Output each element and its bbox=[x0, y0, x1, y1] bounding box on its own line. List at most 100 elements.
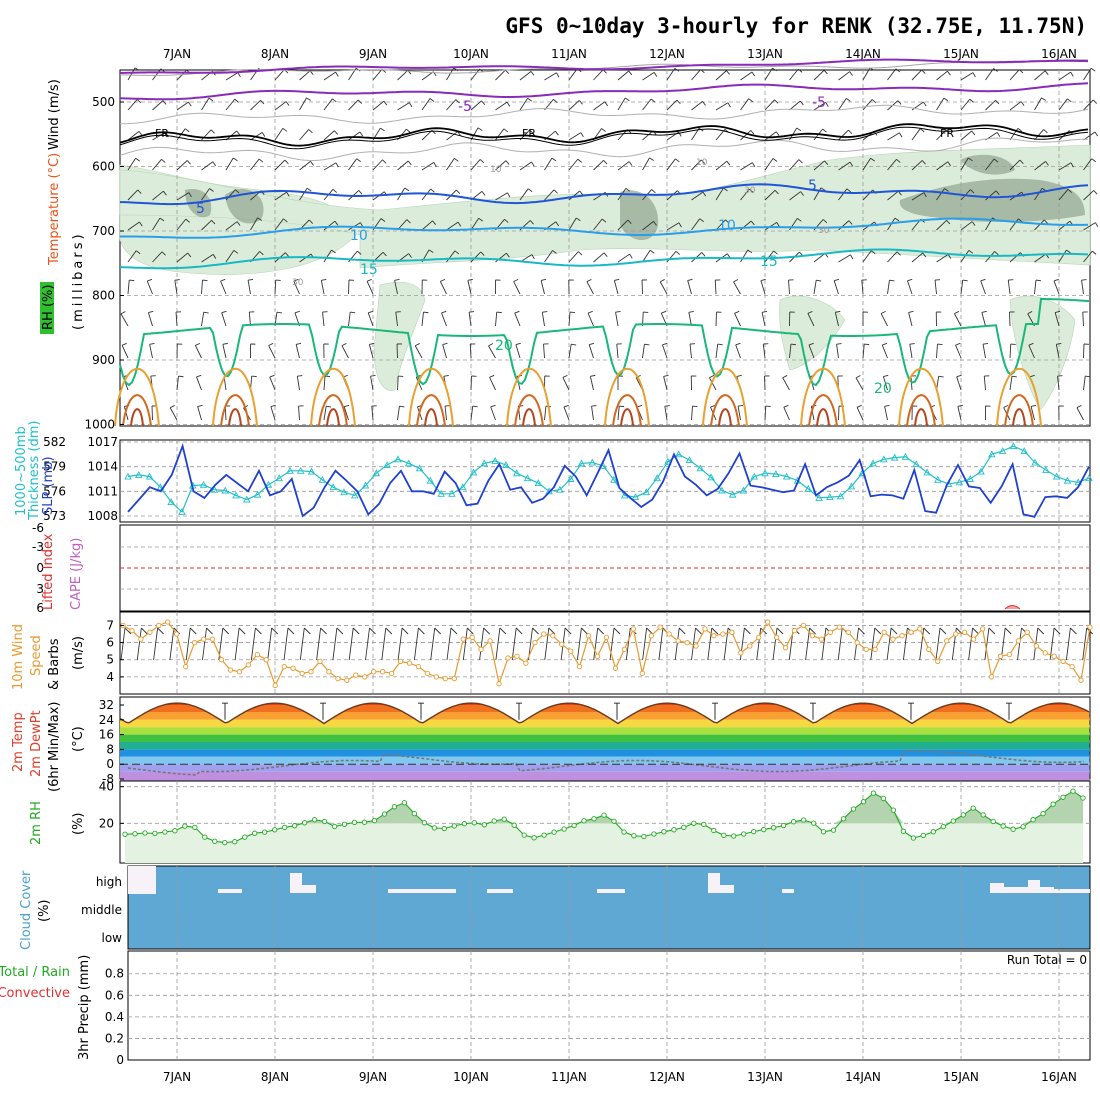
wind-barb bbox=[469, 343, 472, 359]
wind-barb-flag bbox=[399, 405, 405, 408]
y-tick-label: 5 bbox=[106, 653, 114, 667]
wind-barb-flag bbox=[454, 250, 460, 255]
wind-barb-flag bbox=[919, 128, 925, 133]
thickness-point bbox=[426, 476, 435, 484]
wind-barb-flag bbox=[675, 250, 681, 255]
wind10m-point bbox=[657, 624, 663, 630]
wind-barb-flag bbox=[653, 221, 657, 226]
wind-barb-flag bbox=[383, 100, 388, 106]
wind-barb-flag bbox=[604, 101, 609, 107]
wind10m-point bbox=[603, 634, 610, 641]
wind-barb bbox=[201, 188, 210, 201]
thickness-point bbox=[923, 468, 931, 476]
wind-barb bbox=[348, 312, 351, 327]
thickness-point bbox=[458, 483, 467, 491]
wind-barb bbox=[1034, 188, 1043, 201]
contour-label-15: 15 bbox=[360, 262, 378, 278]
wind-barb bbox=[1009, 252, 1021, 263]
contour-25 bbox=[408, 368, 454, 427]
y-tick-label: 24 bbox=[99, 713, 114, 727]
wind-barb bbox=[740, 249, 749, 263]
wind-barb bbox=[563, 406, 570, 421]
wind-barb-flag bbox=[772, 158, 778, 162]
wind-barb-flag bbox=[1056, 343, 1062, 345]
wind10m-barb-flag bbox=[581, 627, 588, 635]
rh2m-point bbox=[990, 818, 996, 825]
wind-barb bbox=[372, 159, 383, 171]
rh2m-point bbox=[1060, 794, 1066, 800]
rh2m-point bbox=[411, 810, 418, 817]
wind-barb-flag bbox=[297, 375, 303, 377]
thickness-point bbox=[869, 459, 877, 467]
wind-barb-flag bbox=[184, 128, 190, 133]
wind-barb-flag bbox=[406, 219, 411, 224]
wind-barb bbox=[322, 312, 325, 327]
thickness-point bbox=[782, 472, 791, 480]
wind-barb bbox=[1083, 131, 1096, 141]
wind-barb-flag bbox=[479, 159, 485, 164]
contour-35 bbox=[424, 408, 438, 427]
wind-barb bbox=[715, 187, 724, 201]
wind-barb bbox=[544, 250, 553, 263]
wind-barb bbox=[470, 159, 481, 171]
wind-barb-flag bbox=[1031, 404, 1037, 407]
ylabel-cloud: Cloud Cover bbox=[19, 870, 34, 950]
wind-barb bbox=[715, 219, 726, 231]
slp-line bbox=[127, 443, 1090, 518]
wind-barb bbox=[421, 98, 431, 111]
wind-barb-flag bbox=[649, 157, 654, 161]
wind-barb bbox=[152, 251, 163, 263]
wind-barb bbox=[442, 344, 447, 359]
wind-barb bbox=[348, 158, 358, 171]
wind10m-barb-flag bbox=[939, 627, 947, 635]
wind10m-barb-flag bbox=[597, 627, 605, 635]
wind-barb-flag bbox=[747, 249, 753, 254]
wind-barb-flag bbox=[726, 70, 730, 75]
wind-barb-flag bbox=[1094, 131, 1099, 137]
wind-barb-flag bbox=[149, 342, 155, 345]
contour-30 bbox=[318, 394, 348, 427]
thickness-point bbox=[1009, 442, 1018, 450]
wind-barb bbox=[737, 406, 741, 421]
ylabel-wind: Wind (m/s) bbox=[47, 79, 62, 150]
wind-barb bbox=[1009, 218, 1019, 231]
wind10m-point bbox=[747, 643, 753, 649]
wind-barb-flag bbox=[591, 405, 597, 407]
wind-barb bbox=[250, 158, 260, 171]
wind-barb bbox=[981, 312, 986, 327]
rh-shade-dark bbox=[620, 190, 659, 240]
thickness-point bbox=[243, 495, 251, 503]
wind10m-barb-flag bbox=[385, 627, 393, 635]
wind-barb bbox=[1034, 97, 1042, 111]
wind-barb bbox=[813, 69, 825, 81]
wind-barb-flag bbox=[514, 310, 520, 314]
cloud-gap bbox=[290, 873, 302, 893]
wind-barb-flag bbox=[970, 189, 975, 194]
wind-barb bbox=[838, 220, 850, 231]
precip-tick: 0.8 bbox=[105, 967, 124, 981]
thickness-point bbox=[253, 490, 262, 498]
wind-barb-flag bbox=[733, 279, 739, 283]
wind-barb-flag bbox=[369, 342, 375, 345]
cloud-gap bbox=[720, 885, 734, 893]
wind-barb-flag bbox=[921, 69, 926, 74]
wind10m-barb bbox=[365, 627, 370, 661]
wind-barb bbox=[734, 313, 741, 327]
wind-barb bbox=[421, 129, 433, 141]
contour-5 bbox=[120, 183, 1089, 206]
wind10m-barb-flag bbox=[140, 627, 148, 635]
wind10m-point bbox=[1024, 629, 1030, 635]
wind10m-barb bbox=[381, 627, 387, 661]
wind10m-point bbox=[1015, 638, 1022, 644]
rh2m-point bbox=[810, 820, 817, 826]
y-tick-label: 500 bbox=[92, 95, 115, 109]
wind-barb bbox=[149, 344, 153, 359]
wind-barb bbox=[862, 158, 872, 171]
wind-barb-flag bbox=[864, 343, 870, 346]
wind10m-point bbox=[469, 634, 475, 641]
wind-barb-flag bbox=[701, 252, 706, 257]
rh2m-point bbox=[152, 830, 158, 837]
wind-barb bbox=[1083, 376, 1086, 391]
wind-barb bbox=[761, 312, 766, 327]
wind10m-point bbox=[245, 662, 252, 668]
